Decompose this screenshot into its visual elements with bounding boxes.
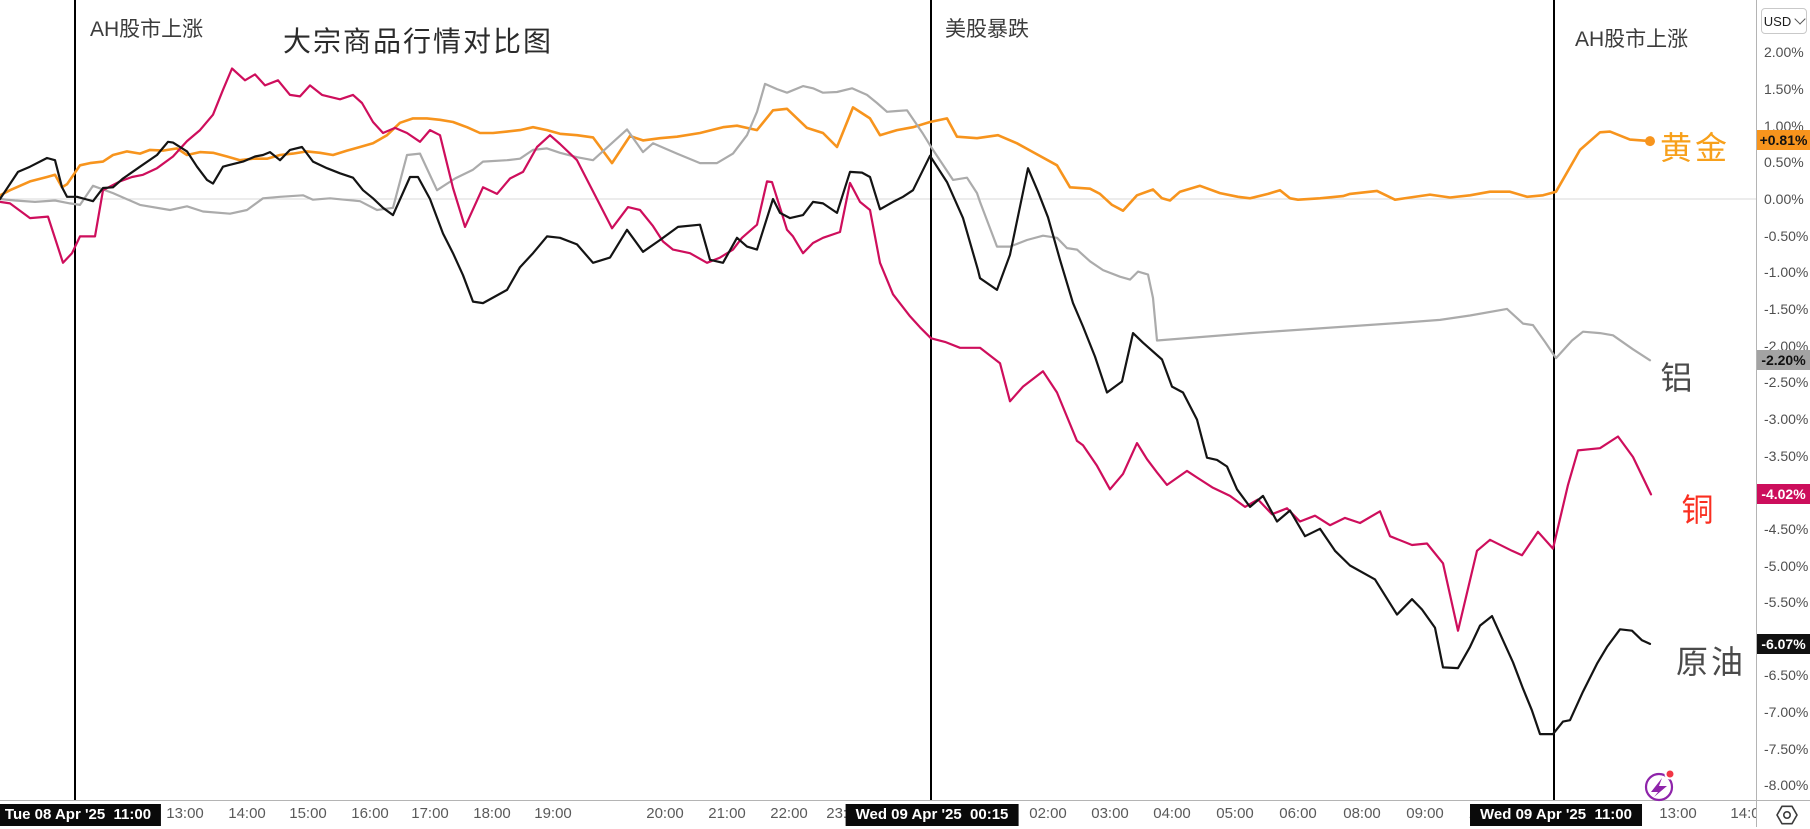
currency-dropdown[interactable]: USD	[1761, 8, 1807, 34]
y-tick: -2.50%	[1764, 374, 1809, 390]
x-tick: 21:00	[708, 805, 746, 822]
x-tick: 16:00	[351, 805, 389, 822]
price-badge-aluminum: -2.20%	[1757, 350, 1810, 370]
y-tick: -3.50%	[1764, 448, 1809, 464]
annotation-2: 美股暴跌	[945, 18, 1029, 41]
series-line-gold	[0, 106, 1652, 212]
y-tick: -3.00%	[1764, 411, 1809, 427]
x-tick: 13:00	[166, 805, 204, 822]
x-tick: 19:00	[534, 805, 572, 822]
flash-icon-circle	[1644, 772, 1674, 802]
y-tick: -7.00%	[1764, 704, 1809, 720]
annotation-1: AH股市上涨	[90, 18, 204, 41]
x-tick: 04:00	[1153, 805, 1191, 822]
gear-icon-outline	[1776, 805, 1798, 825]
x-tick: 20:00	[646, 805, 684, 822]
series-line-aluminum	[0, 82, 1652, 362]
y-tick: 2.00%	[1764, 44, 1804, 60]
flash-icon[interactable]	[1637, 765, 1681, 809]
x-tick: 02:00	[1029, 805, 1067, 822]
series-end-dot-gold	[1645, 136, 1655, 147]
x-tick: 17:00	[411, 805, 449, 822]
x-tick: 18:00	[473, 805, 511, 822]
date-badge-3: Wed 09 Apr '25 11:00	[1470, 804, 1642, 826]
x-tick: 03:00	[1091, 805, 1129, 822]
y-tick: -8.00%	[1764, 777, 1809, 793]
x-tick: 06:00	[1279, 805, 1317, 822]
series-label-crude-oil: 原油	[1675, 644, 1747, 680]
date-badge-1: Tue 08 Apr '25 11:00	[0, 804, 162, 826]
price-badge-copper: -4.02%	[1757, 484, 1810, 504]
x-tick: 14:0	[1730, 805, 1756, 822]
y-tick: -5.50%	[1764, 594, 1809, 610]
date-badge-2: Wed 09 Apr '25 00:15	[845, 804, 1019, 826]
y-tick: -1.00%	[1764, 264, 1809, 280]
x-tick: 14:00	[228, 805, 266, 822]
y-tick: -0.50%	[1764, 228, 1809, 244]
x-tick: 05:00	[1216, 805, 1254, 822]
chevron-down-icon	[1794, 13, 1806, 25]
x-tick: 15:00	[289, 805, 327, 822]
y-tick: -6.50%	[1764, 667, 1809, 683]
y-tick: -1.50%	[1764, 301, 1809, 317]
series-line-copper	[0, 67, 1653, 632]
x-tick: 08:00	[1343, 805, 1381, 822]
currency-dropdown-label: USD	[1763, 13, 1792, 29]
lightning-bolt-icon	[1651, 778, 1667, 797]
notification-dot	[1664, 768, 1676, 780]
gear-icon-hole	[1783, 811, 1792, 820]
y-tick: 0.00%	[1764, 191, 1804, 207]
series-label-copper: 铜	[1681, 492, 1717, 528]
x-tick: 22:00	[770, 805, 808, 822]
x-tick: 09:00	[1406, 805, 1444, 822]
y-tick: 1.50%	[1764, 81, 1804, 97]
y-tick: -5.00%	[1764, 558, 1809, 574]
price-badge-gold: +0.81%	[1757, 130, 1810, 150]
price-badge-crude-oil: -6.07%	[1757, 634, 1810, 654]
gear-icon[interactable]	[1773, 801, 1801, 829]
x-tick: 13:00	[1659, 805, 1697, 822]
y-tick: -4.50%	[1764, 521, 1809, 537]
y-tick: 0.50%	[1764, 154, 1804, 170]
series-line-crude-oil	[0, 140, 1652, 736]
annotation-3: AH股市上涨	[1575, 28, 1689, 51]
series-label-gold: 黄金	[1659, 130, 1731, 166]
series-label-aluminum: 铝	[1660, 360, 1696, 396]
page-title: 大宗商品行情对比图	[283, 26, 554, 57]
y-tick: -7.50%	[1764, 741, 1809, 757]
